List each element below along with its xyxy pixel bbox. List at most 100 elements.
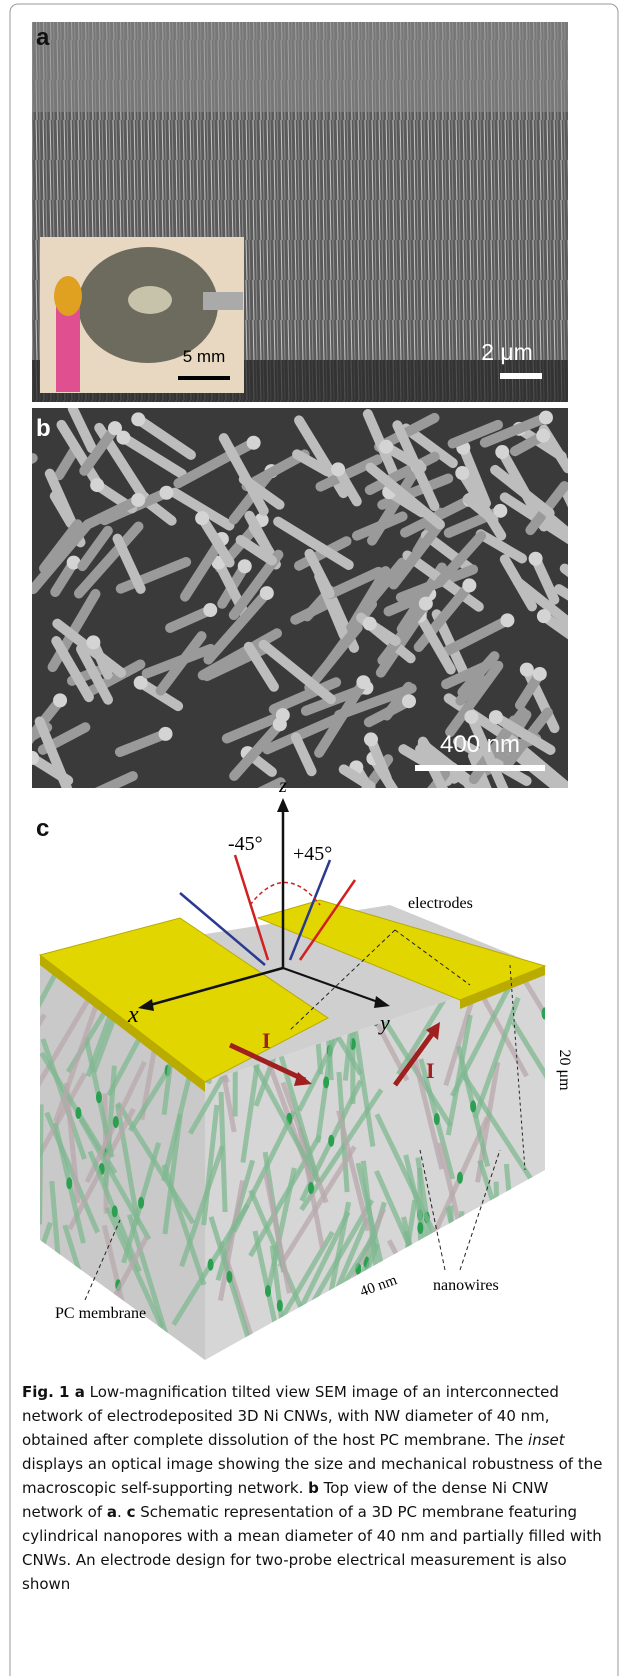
nanowire	[445, 660, 504, 738]
nanowire	[54, 444, 81, 481]
nanowire	[56, 419, 103, 488]
nanowire	[77, 525, 113, 572]
nanowire-tip	[116, 430, 131, 445]
nanowire	[165, 605, 216, 633]
nanowire	[133, 414, 196, 460]
nanowire-tip	[462, 578, 477, 593]
nanowire-tip	[528, 551, 543, 566]
panel-b	[32, 408, 568, 788]
caption-text: b	[308, 1479, 319, 1497]
nanowire	[559, 563, 568, 578]
scale-label: 2 μm	[481, 339, 533, 365]
nanowire	[325, 566, 384, 600]
axis-label: z	[278, 775, 287, 797]
nanowire	[460, 1071, 543, 1195]
nanowire-tip	[495, 445, 510, 460]
nanowire	[39, 519, 83, 574]
diameter-label: 40 nm	[358, 1272, 399, 1300]
nanowire	[538, 611, 568, 640]
nanowire	[365, 462, 445, 530]
nanowire	[364, 451, 440, 496]
nanowire	[127, 1213, 169, 1336]
nanowire	[79, 423, 120, 476]
nanowire	[402, 1230, 439, 1353]
nanowire	[386, 1239, 454, 1360]
nanowire-end	[417, 1222, 424, 1235]
nanowire	[40, 1105, 43, 1228]
nanowire	[314, 677, 369, 758]
nanowire-tip	[107, 421, 122, 436]
nanowire	[217, 1180, 246, 1301]
nanowire	[417, 739, 487, 788]
nanowire-tip	[203, 603, 218, 618]
nanowire-tip	[500, 613, 515, 628]
nanowire-tip	[488, 710, 503, 725]
nanowire	[336, 1110, 371, 1232]
nanowire	[115, 557, 192, 594]
scale-label: 400 nm	[440, 731, 520, 758]
nanowire	[450, 1211, 465, 1332]
nanowire	[388, 519, 445, 590]
caption-text: Fig. 1 a	[22, 1383, 85, 1401]
nanowire	[490, 464, 555, 519]
nanowire	[40, 1013, 47, 1137]
schematic	[38, 798, 547, 1360]
nanowire	[377, 598, 431, 666]
nanowire	[118, 432, 187, 479]
nanowire-end	[473, 1259, 480, 1272]
nanowires-label: nanowires	[433, 1277, 499, 1294]
nanowire-end	[66, 1177, 73, 1190]
caption-text: Top view of the dense Ni CNW network of	[22, 1479, 549, 1521]
nanowire	[353, 557, 408, 622]
nanowire	[235, 534, 278, 566]
nanowire	[457, 468, 507, 541]
nanowire	[173, 437, 259, 489]
nanowire	[425, 759, 449, 788]
nanowire-tip	[519, 662, 534, 677]
nanowire	[338, 764, 376, 788]
membrane-label: PC membrane	[55, 1305, 146, 1322]
nanowire-tip	[90, 478, 105, 493]
nanowire	[34, 716, 73, 788]
nanowire	[40, 1104, 44, 1225]
nanowire-tip	[159, 485, 174, 500]
angle-label: +45°	[293, 843, 332, 865]
nanowire-end	[138, 1196, 145, 1209]
nanowire-end	[95, 1091, 102, 1104]
caption-text: Low-magnification tilted view SEM image …	[22, 1383, 559, 1449]
nanowire	[273, 516, 354, 570]
nanowire-end	[111, 1205, 118, 1218]
nanowire	[352, 1026, 376, 1147]
nanowire	[263, 1172, 292, 1294]
nanowire-tip	[363, 732, 378, 747]
nanowire	[258, 639, 336, 705]
current-label: I	[426, 1058, 435, 1083]
nanowire	[442, 615, 513, 656]
caption: Fig. 1 a Low-magnification tilted view S…	[22, 1380, 612, 1676]
nanowire	[499, 554, 538, 612]
nanowire	[374, 1113, 437, 1236]
axis-label: y	[378, 1010, 390, 1035]
nanowire-end	[433, 1112, 440, 1125]
nanowire-end	[207, 1258, 214, 1271]
nanowire-end	[456, 1171, 463, 1184]
caption-text: c	[126, 1503, 136, 1521]
panel-label: c	[36, 815, 49, 842]
angle-label: -45°	[228, 833, 263, 855]
nanowire-tip	[195, 511, 210, 526]
nanowire-end	[323, 1076, 330, 1089]
nanowire	[466, 711, 509, 788]
panel-label: b	[36, 415, 51, 442]
current-label: I	[262, 1028, 271, 1053]
nanowire	[292, 449, 333, 477]
inset-scale-label: 5 mm	[183, 347, 226, 366]
nanowire	[268, 677, 342, 715]
nanowire	[76, 644, 114, 705]
nanowire	[290, 732, 317, 777]
nanowire	[229, 719, 285, 781]
nanowire	[455, 671, 485, 706]
nanowire-tip	[133, 675, 148, 690]
nanowire	[51, 636, 94, 703]
nanowire	[114, 728, 171, 758]
nanowire-tip	[379, 439, 394, 454]
